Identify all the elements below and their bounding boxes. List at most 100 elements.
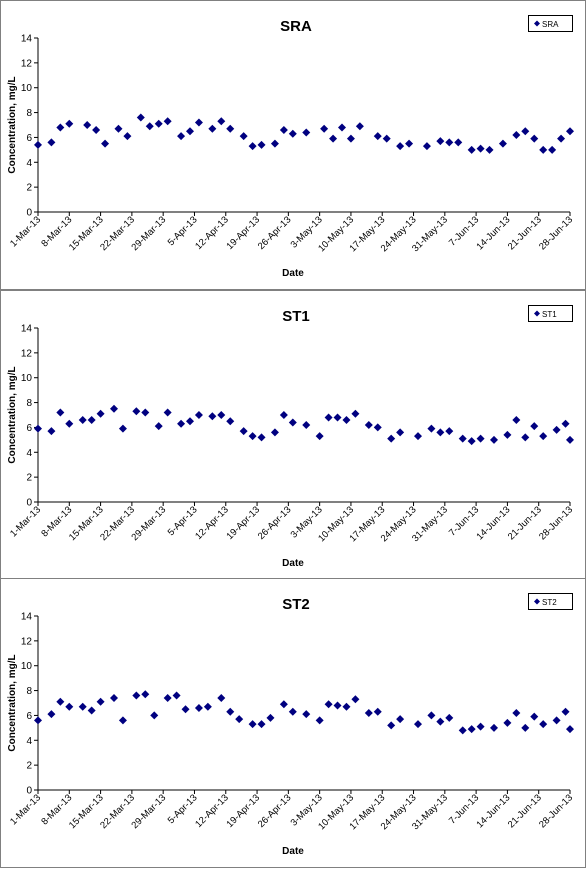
data-point	[427, 711, 436, 720]
data-point	[387, 434, 396, 443]
data-point	[114, 124, 123, 133]
data-point	[539, 432, 548, 441]
data-point	[217, 411, 226, 419]
data-point	[324, 413, 333, 422]
data-point	[110, 404, 118, 413]
data-point	[150, 711, 159, 720]
data-point	[177, 419, 186, 428]
legend-label: ST2	[542, 598, 557, 607]
data-point	[329, 134, 338, 143]
chart-svg: ST2024681012141-Mar-138-Mar-1315-Mar-132…	[0, 578, 586, 868]
chart-panel-sra: SRA 0 2 4 6 8 10 12 14 1-Mar-13 8-Mar-13 15-Mar-13 2…	[0, 0, 587, 290]
data-point	[476, 434, 485, 443]
y-tick-label: 6	[26, 423, 32, 434]
y-tick-label: 4	[26, 448, 32, 459]
data-point	[552, 425, 561, 434]
data-point	[414, 432, 422, 441]
data-point	[279, 411, 288, 419]
data-point	[248, 432, 257, 441]
data-point	[288, 418, 297, 427]
data-point	[396, 428, 405, 437]
y-tick-label: 2	[26, 183, 32, 194]
chart-frame	[0, 290, 586, 580]
legend-box	[528, 593, 573, 610]
y-axis-label: Concentration, mg/L	[7, 76, 18, 173]
data-point	[503, 718, 512, 727]
y-tick-label: 0	[26, 498, 32, 509]
legend: SRA	[528, 15, 573, 32]
y-tick-label: 8	[26, 686, 32, 697]
data-point	[364, 708, 373, 717]
data-point	[396, 715, 405, 724]
data-point	[342, 702, 351, 711]
data-point	[539, 145, 548, 154]
data-point	[351, 409, 360, 418]
chart-title: ST2	[282, 596, 310, 613]
data-point	[257, 720, 266, 729]
data-point	[503, 430, 512, 439]
data-point	[47, 138, 56, 147]
data-point	[458, 434, 467, 443]
data-point	[65, 119, 74, 128]
y-tick-label: 8	[26, 398, 32, 409]
data-point	[132, 407, 141, 416]
legend-label: SRA	[542, 20, 559, 29]
data-point	[436, 717, 445, 726]
y-tick-label: 6	[26, 133, 32, 144]
data-point	[177, 132, 186, 141]
data-point	[34, 140, 42, 149]
data-point	[512, 130, 521, 139]
data-point	[342, 415, 351, 424]
data-point	[235, 715, 244, 724]
data-point	[436, 428, 445, 437]
data-point	[141, 408, 150, 417]
data-point	[414, 720, 422, 729]
data-point	[78, 702, 87, 711]
data-point	[498, 139, 507, 148]
data-point	[364, 420, 373, 429]
y-tick-label: 8	[26, 108, 32, 119]
data-point	[101, 139, 110, 148]
data-point	[56, 697, 65, 706]
data-point	[566, 725, 574, 734]
data-point	[194, 703, 203, 712]
chart-title: ST1	[282, 308, 310, 325]
y-tick-label: 10	[21, 83, 33, 94]
data-point	[315, 432, 324, 441]
data-point	[65, 419, 74, 428]
data-point	[530, 134, 539, 143]
y-tick-label: 2	[26, 473, 32, 484]
x-axis-label: Date	[282, 268, 304, 279]
data-point	[96, 409, 105, 418]
data-point	[422, 142, 431, 151]
data-point	[476, 144, 485, 153]
data-point	[266, 713, 275, 722]
chart-frame	[0, 0, 586, 290]
data-point	[141, 690, 150, 699]
data-point	[83, 121, 92, 129]
data-point	[56, 408, 65, 417]
data-point	[467, 725, 476, 734]
data-point	[476, 722, 485, 731]
data-point	[521, 127, 530, 136]
data-point	[458, 726, 467, 735]
data-point	[333, 413, 342, 422]
data-point	[154, 119, 163, 128]
data-point	[436, 137, 445, 146]
data-point	[445, 713, 454, 722]
data-point	[110, 694, 118, 703]
legend-box	[528, 15, 573, 32]
data-point	[467, 437, 476, 446]
data-point	[34, 424, 42, 433]
data-point	[257, 433, 266, 442]
data-point	[387, 721, 396, 730]
x-axis-label: Date	[282, 558, 304, 569]
data-point	[96, 697, 105, 706]
data-point	[302, 128, 311, 137]
data-point	[346, 134, 355, 143]
legend: ST1	[528, 305, 573, 322]
data-point	[92, 125, 101, 134]
data-point	[194, 411, 203, 419]
data-point	[181, 705, 190, 714]
legend-marker	[534, 598, 540, 605]
